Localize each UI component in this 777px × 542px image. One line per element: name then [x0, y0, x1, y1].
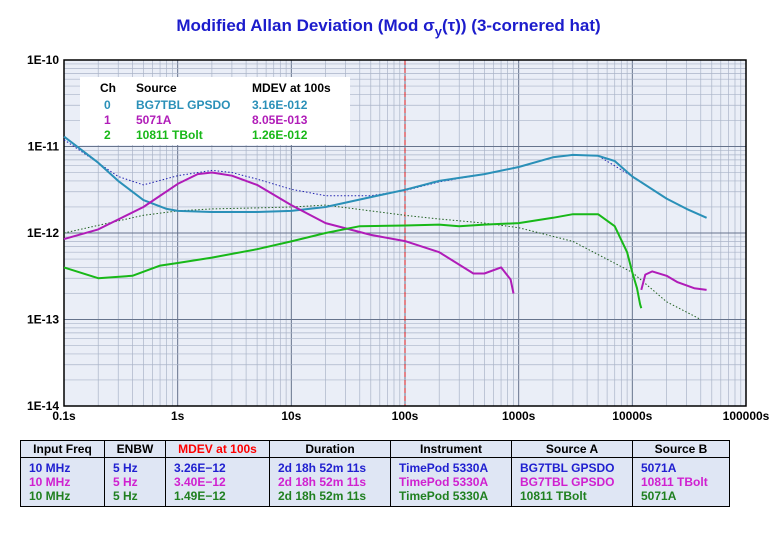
legend-cell: 0	[104, 98, 111, 112]
title-rest: (τ)) (3-cornered hat)	[441, 16, 601, 35]
table-row: 10 MHz 5 Hz 1.49E−12 2d 18h 52m 11s TimePod …	[20, 489, 730, 507]
y-tick-label: 1E-10	[27, 53, 59, 67]
table-cell: 2d 18h 52m 11s	[269, 475, 391, 489]
legend-header: Source	[136, 81, 177, 95]
y-tick-label: 1E-11	[28, 140, 60, 154]
col-enbw: ENBW	[104, 440, 166, 458]
x-tick-label: 100000s	[723, 409, 770, 423]
table-cell: 10 MHz	[20, 489, 105, 507]
table-cell: BG7TBL GPSDO	[511, 457, 633, 475]
table-cell: 5071A	[632, 457, 730, 475]
legend-cell: BG7TBL GPSDO	[136, 98, 230, 112]
x-tick-label: 10000s	[612, 409, 652, 423]
x-tick-label: 100s	[392, 409, 419, 423]
table-cell: 1.49E−12	[165, 489, 270, 507]
x-tick-label: 1s	[171, 409, 185, 423]
x-tick-label: 0.1s	[52, 409, 76, 423]
dotted-trend-0	[63, 139, 633, 197]
measurement-table: Input Freq ENBW MDEV at 100s Duration In…	[20, 440, 730, 507]
table-cell: 10811 TBolt	[632, 475, 730, 489]
col-source-b: Source B	[632, 440, 730, 458]
table-cell: 10 MHz	[20, 457, 105, 475]
legend-box	[80, 77, 350, 145]
table-cell: 3.26E−12	[165, 457, 270, 475]
table-cell: 10811 TBolt	[511, 489, 633, 507]
table-row: 10 MHz 5 Hz 3.26E−12 2d 18h 52m 11s TimePod …	[20, 457, 730, 475]
legend-cell: 10811 TBolt	[136, 128, 203, 142]
y-tick-label: 1E-13	[27, 313, 59, 327]
x-tick-label: 10s	[281, 409, 301, 423]
table-cell: 5 Hz	[104, 475, 166, 489]
legend-cell: 3.16E-012	[252, 98, 308, 112]
table-header-row: Input Freq ENBW MDEV at 100s Duration In…	[20, 440, 730, 458]
title-subscript: y	[434, 24, 442, 39]
legend-cell: 5071A	[136, 113, 172, 127]
table-cell: TimePod 5330A	[390, 475, 512, 489]
table-cell: 5071A	[632, 489, 730, 507]
dotted-trend-1	[63, 204, 702, 320]
title-main: Modified Allan Deviation (Mod σ	[176, 16, 435, 35]
legend-cell: 1.26E-012	[252, 128, 308, 142]
col-instrument: Instrument	[390, 440, 512, 458]
col-source-a: Source A	[511, 440, 633, 458]
x-tick-label: 1000s	[502, 409, 536, 423]
y-tick-label: 1E-12	[27, 226, 59, 240]
legend-header: Ch	[100, 81, 116, 95]
series-line-0	[63, 135, 708, 219]
table-cell: TimePod 5330A	[390, 489, 512, 507]
table-cell: TimePod 5330A	[390, 457, 512, 475]
table-cell: 3.40E−12	[165, 475, 270, 489]
series-line-3	[640, 270, 707, 291]
series-line-1	[63, 171, 515, 294]
col-input-freq: Input Freq	[20, 440, 105, 458]
mdev-chart: 0.1s 1s 10s 100s 1000s 10000s 100000s 1E-10 1E-1…	[27, 53, 770, 423]
legend-cell: 1	[104, 113, 111, 127]
table-cell: BG7TBL GPSDO	[511, 475, 633, 489]
chart-title: Modified Allan Deviation (Mod σy(τ)) (3-…	[0, 16, 777, 39]
col-duration: Duration	[269, 440, 391, 458]
table-cell: 10 MHz	[20, 475, 105, 489]
legend-cell: 2	[104, 128, 111, 142]
table-row: 10 MHz 5 Hz 3.40E−12 2d 18h 52m 11s TimePod …	[20, 475, 730, 489]
legend-header: MDEV at 100s	[252, 81, 331, 95]
table-cell: 2d 18h 52m 11s	[269, 489, 391, 507]
table-cell: 5 Hz	[104, 457, 166, 475]
series-line-2	[63, 213, 643, 309]
table-cell: 2d 18h 52m 11s	[269, 457, 391, 475]
y-tick-label: 1E-14	[27, 399, 59, 413]
table-cell: 5 Hz	[104, 489, 166, 507]
legend-cell: 8.05E-013	[252, 113, 308, 127]
col-mdev: MDEV at 100s	[165, 440, 270, 458]
